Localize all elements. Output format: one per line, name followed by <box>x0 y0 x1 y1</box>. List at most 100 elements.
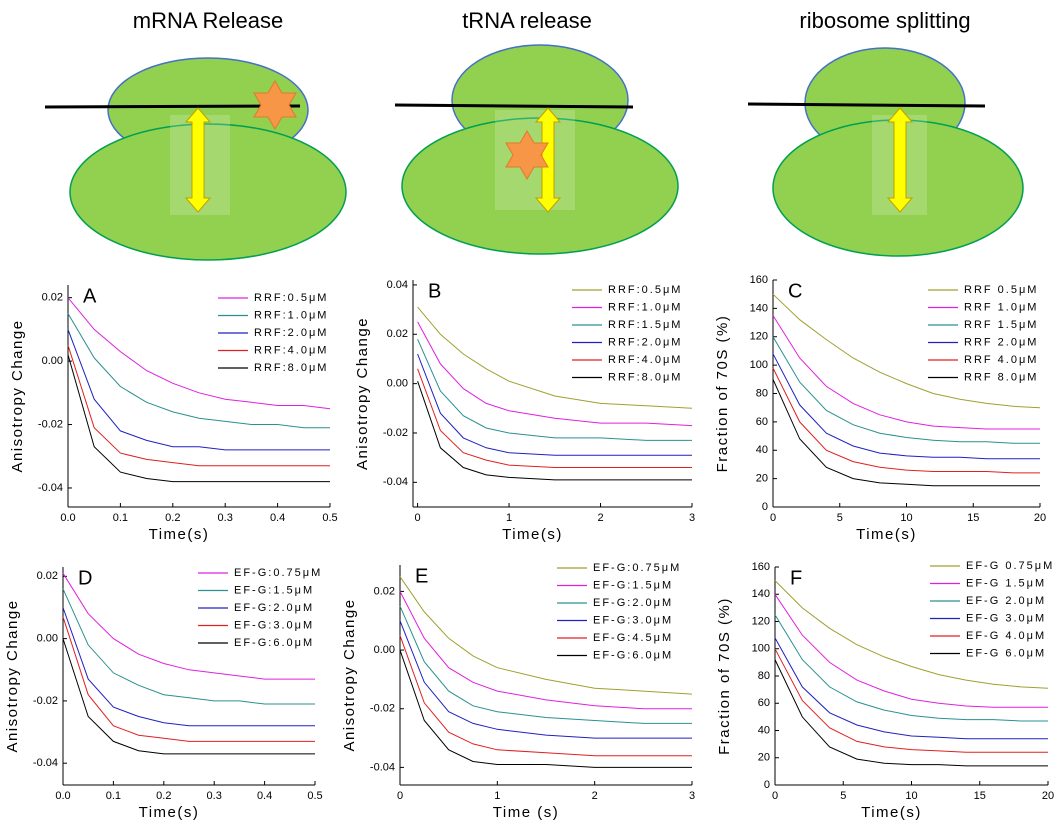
diagram-title: ribosome splitting <box>799 8 970 33</box>
mrna <box>747 102 986 108</box>
legend-label: EF-G 6.0μM <box>966 647 1046 659</box>
x-tick-label: 1 <box>494 790 500 802</box>
x-tick-label: 0.2 <box>156 790 171 802</box>
series-line <box>399 620 692 739</box>
y-tick-label: 0 <box>764 779 770 791</box>
legend-label: RRF 2.0μM <box>964 336 1038 348</box>
y-tick-label: 0.04 <box>387 279 408 291</box>
legend-label: RRF:8.0μM <box>608 371 682 383</box>
series-line <box>417 338 692 441</box>
legend-label: RRF:0.5μM <box>254 292 328 304</box>
x-tick-label: 10 <box>900 512 912 524</box>
x-tick-label: 15 <box>967 512 979 524</box>
x-tick-label: 1 <box>506 512 512 524</box>
series-line <box>417 368 692 468</box>
legend-label: RRF 8.0μM <box>964 371 1038 383</box>
x-tick-label: 3 <box>689 512 695 524</box>
y-tick-label: -0.02 <box>33 695 58 707</box>
series-line <box>772 367 1040 474</box>
y-tick-label: 0.02 <box>387 328 408 340</box>
y-tick-label: 60 <box>758 697 770 709</box>
chart: 0 20 40 60 80 100 120 140 160 0 5 10 15 20 Time(s) Frac… <box>714 274 1046 543</box>
legend-label: EF-G:6.0μM <box>593 649 673 661</box>
legend-label: RRF 4.0μM <box>964 354 1038 366</box>
chart: 0.02 0.00 -0.02 -0.04 0 1 2 3 Time (s) Anisotropy… <box>341 562 695 821</box>
diagram-title: mRNA Release <box>133 8 283 33</box>
x-axis-label: Time(s) <box>139 804 200 821</box>
mrna <box>44 104 301 109</box>
x-axis-label: Time(s) <box>149 526 210 543</box>
x-tick-label: 2 <box>597 512 603 524</box>
series-line <box>417 321 693 427</box>
y-tick-label: 100 <box>750 359 768 371</box>
panel-label: E <box>415 565 428 587</box>
y-axis-label: Fraction of 70S (%) <box>714 315 731 473</box>
x-tick-label: 3 <box>689 790 695 802</box>
y-tick-label: -0.04 <box>370 761 395 773</box>
series-line <box>417 306 693 409</box>
x-tick-label: 0.5 <box>307 790 322 802</box>
x-axis-label: Time(s) <box>856 526 917 543</box>
series-line <box>774 594 1048 708</box>
series-line <box>772 315 1040 430</box>
series-line <box>62 607 315 727</box>
series-line <box>62 638 315 755</box>
series-line <box>399 605 692 724</box>
legend-label: RRF:1.5μM <box>608 319 682 331</box>
x-tick-label: 0 <box>772 790 778 802</box>
y-tick-label: 160 <box>750 274 768 286</box>
series-line <box>774 648 1048 753</box>
y-tick-label: -0.04 <box>33 757 58 769</box>
x-tick-label: 0.0 <box>55 790 70 802</box>
y-tick-label: -0.04 <box>38 482 63 494</box>
y-tick-label: 0.00 <box>42 355 63 367</box>
legend-label: EF-G 1.5μM <box>966 577 1046 589</box>
y-axis-label: Anisotropy Change <box>9 319 26 472</box>
y-tick-label: 100 <box>752 643 770 655</box>
series-line <box>417 381 692 481</box>
legend-label: RRF 1.5μM <box>964 319 1038 331</box>
y-tick-label: 0.00 <box>387 378 408 390</box>
legend-label: EF-G:2.0μM <box>234 602 314 614</box>
x-tick-label: 20 <box>1034 512 1046 524</box>
series-line <box>67 354 330 483</box>
series-line <box>772 379 1040 487</box>
legend-label: EF-G:3.0μM <box>593 614 673 626</box>
y-axis-label: Anisotropy Change <box>354 317 371 470</box>
x-tick-label: 5 <box>840 790 846 802</box>
x-axis-label: Time(s) <box>502 526 563 543</box>
y-tick-label: 80 <box>758 670 770 682</box>
legend-label: EF-G:0.75μM <box>593 562 681 574</box>
large-subunit <box>69 123 347 261</box>
series-line <box>774 614 1048 722</box>
y-axis-label: Anisotropy Change <box>341 598 358 751</box>
y-tick-label: 40 <box>756 444 768 456</box>
legend-label: EF-G 2.0μM <box>966 595 1046 607</box>
y-tick-label: -0.02 <box>383 427 408 439</box>
x-tick-label: 0.3 <box>218 512 233 524</box>
legend-label: RRF:0.5μM <box>608 284 682 296</box>
y-tick-label: 0 <box>762 501 768 513</box>
y-tick-label: 160 <box>752 561 770 573</box>
diagram: tRNA release <box>394 8 679 255</box>
diagram-title: tRNA release <box>462 8 592 33</box>
legend-label: EF-G:1.5μM <box>593 579 673 591</box>
y-tick-label: 140 <box>752 588 770 600</box>
series-line <box>772 353 1040 460</box>
x-tick-label: 5 <box>837 512 843 524</box>
mrna <box>394 103 634 109</box>
series-line <box>67 297 331 410</box>
y-tick-label: -0.04 <box>383 476 408 488</box>
series-line <box>774 580 1049 689</box>
x-tick-label: 0 <box>770 512 776 524</box>
x-axis-label: Time (s) <box>493 804 559 821</box>
x-tick-label: 0.0 <box>60 512 75 524</box>
series-line <box>399 635 692 757</box>
legend-label: EF-G:3.0μM <box>234 619 314 631</box>
legend-label: RRF:8.0μM <box>254 362 328 374</box>
y-tick-label: 0.02 <box>374 585 395 597</box>
y-tick-label: 0.02 <box>42 292 63 304</box>
x-axis-label: Time(s) <box>861 804 922 821</box>
legend-label: EF-G 0.75μM <box>966 560 1054 572</box>
legend-label: RRF:1.0μM <box>608 301 682 313</box>
